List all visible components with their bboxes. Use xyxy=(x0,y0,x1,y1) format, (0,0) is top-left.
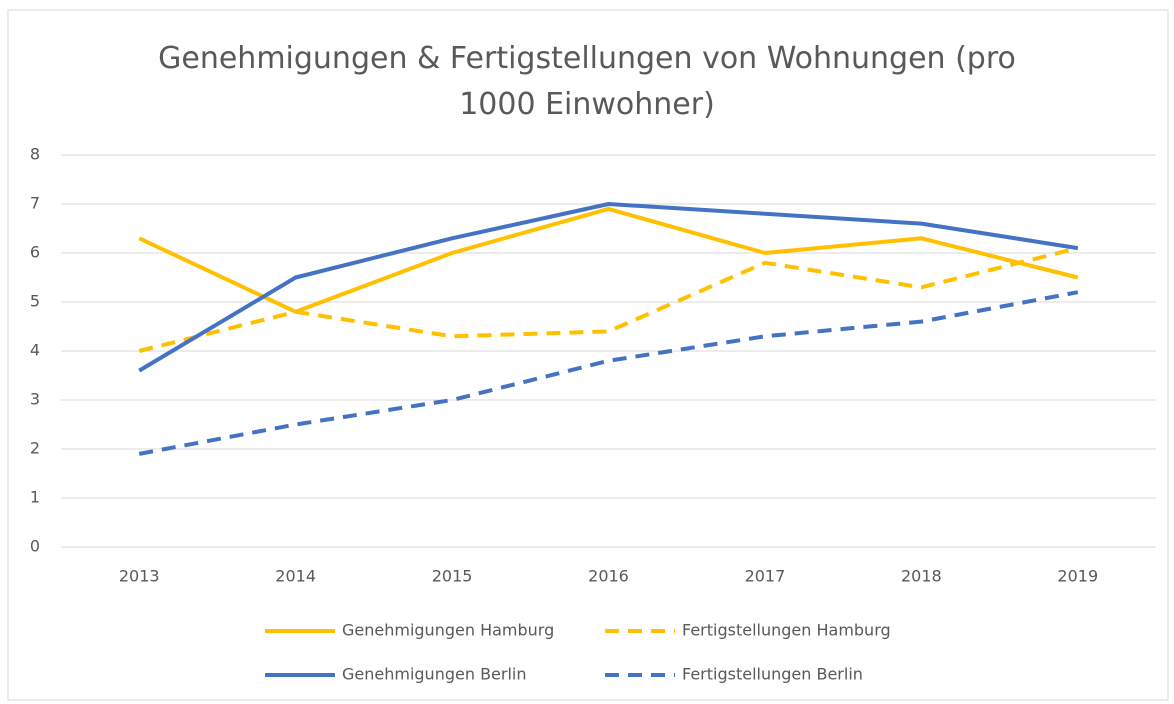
y-tick-label: 2 xyxy=(30,439,40,458)
legend-label: Genehmigungen Hamburg xyxy=(342,621,554,640)
series-line xyxy=(138,246,1079,353)
y-tick-label: 4 xyxy=(30,341,40,360)
series-line xyxy=(138,290,1079,456)
y-tick-label: 5 xyxy=(30,292,40,311)
legend-label: Fertigstellungen Hamburg xyxy=(682,621,891,640)
y-tick-label: 8 xyxy=(30,145,40,164)
y-tick-label: 0 xyxy=(30,537,40,556)
x-tick-label: 2017 xyxy=(745,567,786,586)
x-tick-label: 2014 xyxy=(275,567,316,586)
chart-frame xyxy=(7,9,1169,701)
series-line xyxy=(138,202,1079,373)
x-tick-label: 2018 xyxy=(901,567,942,586)
legend-label: Genehmigungen Berlin xyxy=(342,665,527,684)
x-tick-label: 2019 xyxy=(1057,567,1098,586)
y-tick-label: 3 xyxy=(30,390,40,409)
y-tick-label: 6 xyxy=(30,243,40,262)
x-tick-label: 2013 xyxy=(119,567,160,586)
chart-title: Genehmigungen & Fertigstellungen von Woh… xyxy=(158,41,1016,122)
y-tick-label: 7 xyxy=(30,194,40,213)
x-tick-label: 2015 xyxy=(432,567,473,586)
legend-label: Fertigstellungen Berlin xyxy=(682,665,863,684)
y-tick-label: 1 xyxy=(30,488,40,507)
x-tick-label: 2016 xyxy=(588,567,629,586)
